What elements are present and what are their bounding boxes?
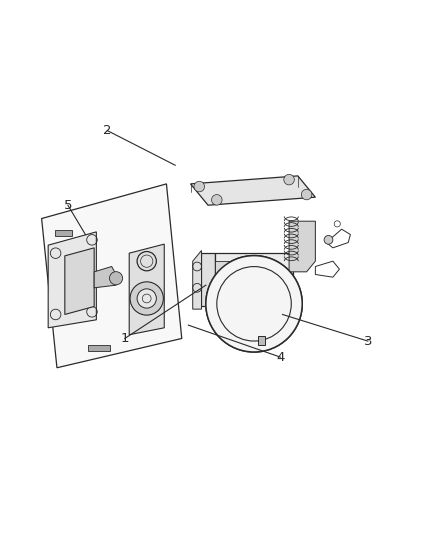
Polygon shape bbox=[48, 232, 96, 328]
Text: 1: 1 bbox=[120, 332, 129, 345]
Text: 5: 5 bbox=[64, 199, 72, 212]
Polygon shape bbox=[42, 184, 182, 368]
Circle shape bbox=[284, 174, 294, 185]
Circle shape bbox=[194, 181, 205, 192]
Circle shape bbox=[324, 236, 333, 244]
Text: 4: 4 bbox=[276, 351, 285, 364]
Polygon shape bbox=[94, 266, 116, 288]
Polygon shape bbox=[65, 248, 94, 314]
Circle shape bbox=[130, 282, 163, 315]
Circle shape bbox=[212, 195, 222, 205]
Circle shape bbox=[110, 272, 123, 285]
Polygon shape bbox=[88, 345, 110, 351]
Polygon shape bbox=[129, 244, 164, 335]
Circle shape bbox=[301, 189, 312, 200]
Polygon shape bbox=[215, 261, 237, 293]
Polygon shape bbox=[191, 176, 315, 205]
Polygon shape bbox=[245, 261, 267, 293]
Polygon shape bbox=[201, 253, 215, 306]
Polygon shape bbox=[258, 336, 265, 345]
Polygon shape bbox=[215, 253, 293, 309]
Circle shape bbox=[206, 256, 302, 352]
Polygon shape bbox=[289, 221, 315, 272]
Polygon shape bbox=[55, 230, 72, 236]
Text: 2: 2 bbox=[103, 124, 112, 137]
Circle shape bbox=[137, 289, 156, 308]
Polygon shape bbox=[193, 251, 201, 309]
Circle shape bbox=[217, 266, 291, 341]
Circle shape bbox=[206, 256, 302, 352]
Text: 3: 3 bbox=[364, 335, 372, 348]
